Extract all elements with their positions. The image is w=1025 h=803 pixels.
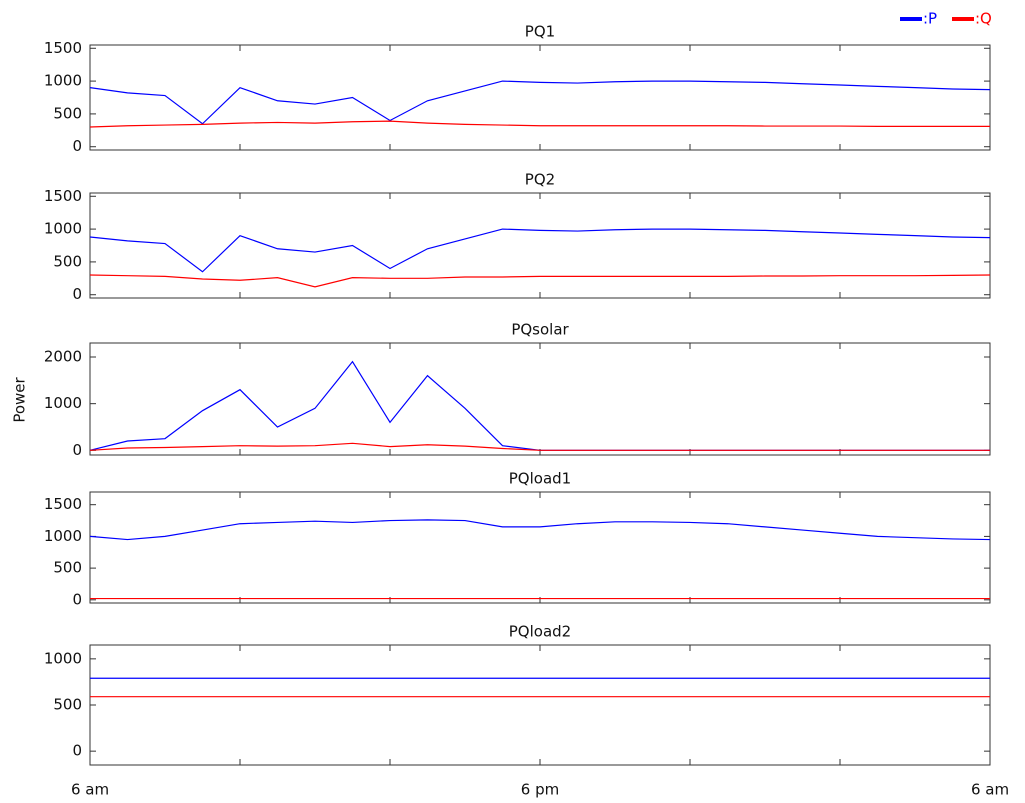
plot-frame (89, 192, 991, 299)
legend-label: :Q (975, 10, 992, 28)
x-tick-label: 6 am (971, 781, 1009, 799)
y-tick-label: 1000 (44, 527, 82, 545)
chart-title: PQ2 (525, 171, 555, 189)
x-tick-label: 6 am (71, 781, 109, 799)
y-tick-label: 1000 (44, 394, 82, 412)
chart-title: PQsolar (511, 321, 569, 339)
y-tick-label: 1500 (44, 495, 82, 513)
plot-frame (89, 342, 991, 456)
y-tick-label: 1000 (44, 649, 82, 667)
y-tick-label: 1000 (44, 220, 82, 238)
y-tick-label: 0 (72, 441, 82, 459)
series-line (89, 442, 990, 451)
y-tick-label: 1000 (44, 72, 82, 90)
series-line (89, 360, 990, 451)
plot-frame (89, 644, 991, 766)
chart-title: PQ1 (525, 23, 555, 41)
series-line (89, 80, 991, 125)
y-tick-label: 1500 (44, 39, 82, 57)
y-tick-label: 0 (72, 137, 82, 155)
y-axis-label: Power (11, 376, 29, 422)
y-tick-label: 1500 (44, 187, 82, 205)
plot-frame (89, 491, 991, 604)
chart-title: PQload1 (509, 470, 571, 488)
legend-label: :P (923, 10, 937, 28)
y-tick-label: 0 (72, 285, 82, 303)
y-tick-label: 0 (72, 742, 82, 760)
y-tick-label: 0 (72, 590, 82, 608)
series-line (89, 519, 991, 541)
y-tick-label: 500 (53, 696, 82, 714)
series-line (89, 274, 991, 288)
x-tick-label: 6 pm (521, 781, 559, 799)
chart-title: PQload2 (509, 623, 571, 641)
plot-frame (89, 44, 991, 151)
y-tick-label: 500 (53, 104, 82, 122)
y-tick-label: 500 (53, 559, 82, 577)
y-tick-label: 2000 (44, 348, 82, 366)
y-tick-label: 500 (53, 252, 82, 270)
series-line (89, 228, 991, 273)
series-line (89, 120, 990, 128)
